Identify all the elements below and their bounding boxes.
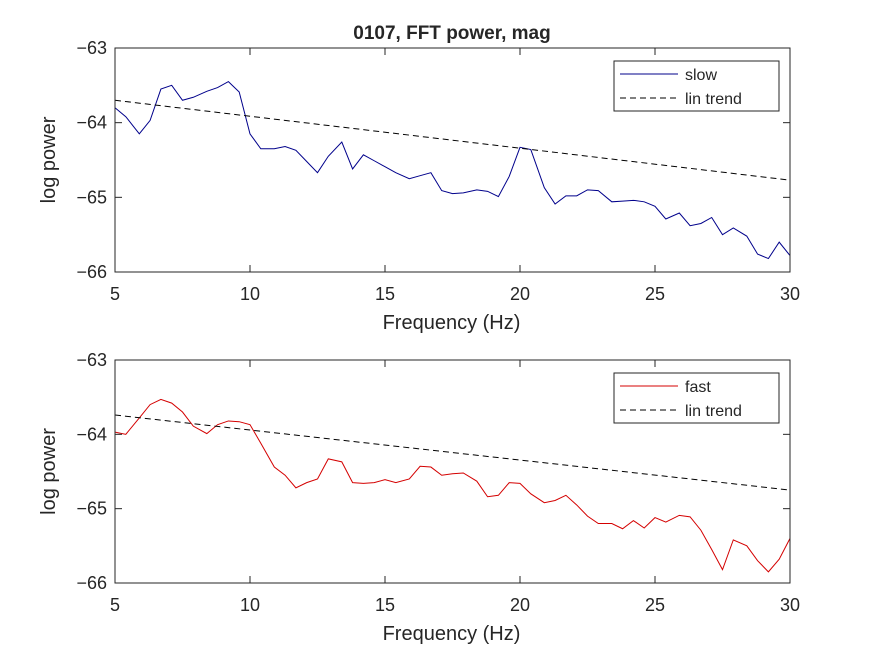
x-axis-label: Frequency (Hz) [383,312,521,334]
y-tick-label: −65 [76,187,107,207]
legend-label: lin trend [685,91,742,108]
x-axis-label: Frequency (Hz) [383,623,521,645]
series-line-fast [115,398,790,573]
legend-label: slow [685,67,717,84]
x-tick-label: 25 [645,595,665,615]
legend-label: lin trend [685,403,742,420]
x-tick-label: 20 [510,284,530,304]
y-axis-label: log power [38,116,60,203]
x-tick-label: 5 [110,595,120,615]
y-tick-label: −64 [76,424,107,444]
legend: fast lin trend [613,372,780,424]
x-tick-label: 10 [240,595,260,615]
y-tick-label: −63 [76,350,107,370]
x-tick-label: 25 [645,284,665,304]
series-group [115,398,790,573]
x-tick-label: 10 [240,284,260,304]
y-tick-label: −66 [76,573,107,593]
series-group [115,80,790,260]
y-tick-label: −66 [76,262,107,282]
legend: slow lin trend [613,60,780,112]
legend-label: fast [685,379,711,396]
y-tick-label: −65 [76,499,107,519]
x-tick-label: 30 [780,284,800,304]
trend-line [115,99,790,181]
y-axis-label: log power [38,428,60,515]
x-tick-label: 30 [780,595,800,615]
x-tick-label: 5 [110,284,120,304]
top-panel-slow: 5 10 15 20 25 30 −66 −65 −64 −63 Frequency (Hz) log… [38,38,800,334]
bottom-panel-fast: 5 10 15 20 25 30 −66 −65 −64 −63 Frequency (Hz) log… [38,350,800,645]
y-tick-label: −64 [76,113,107,133]
series-line-slow [115,80,790,260]
figure-title: 0107, FFT power, mag [353,23,550,44]
trend-line [115,414,790,491]
axes-box [114,359,791,584]
legend-box [613,372,780,424]
x-tick-label: 15 [375,595,395,615]
y-tick-label: −63 [76,38,107,58]
axes-box [114,47,791,273]
legend-box [613,60,780,112]
x-tick-label: 20 [510,595,530,615]
x-tick-label: 15 [375,284,395,304]
